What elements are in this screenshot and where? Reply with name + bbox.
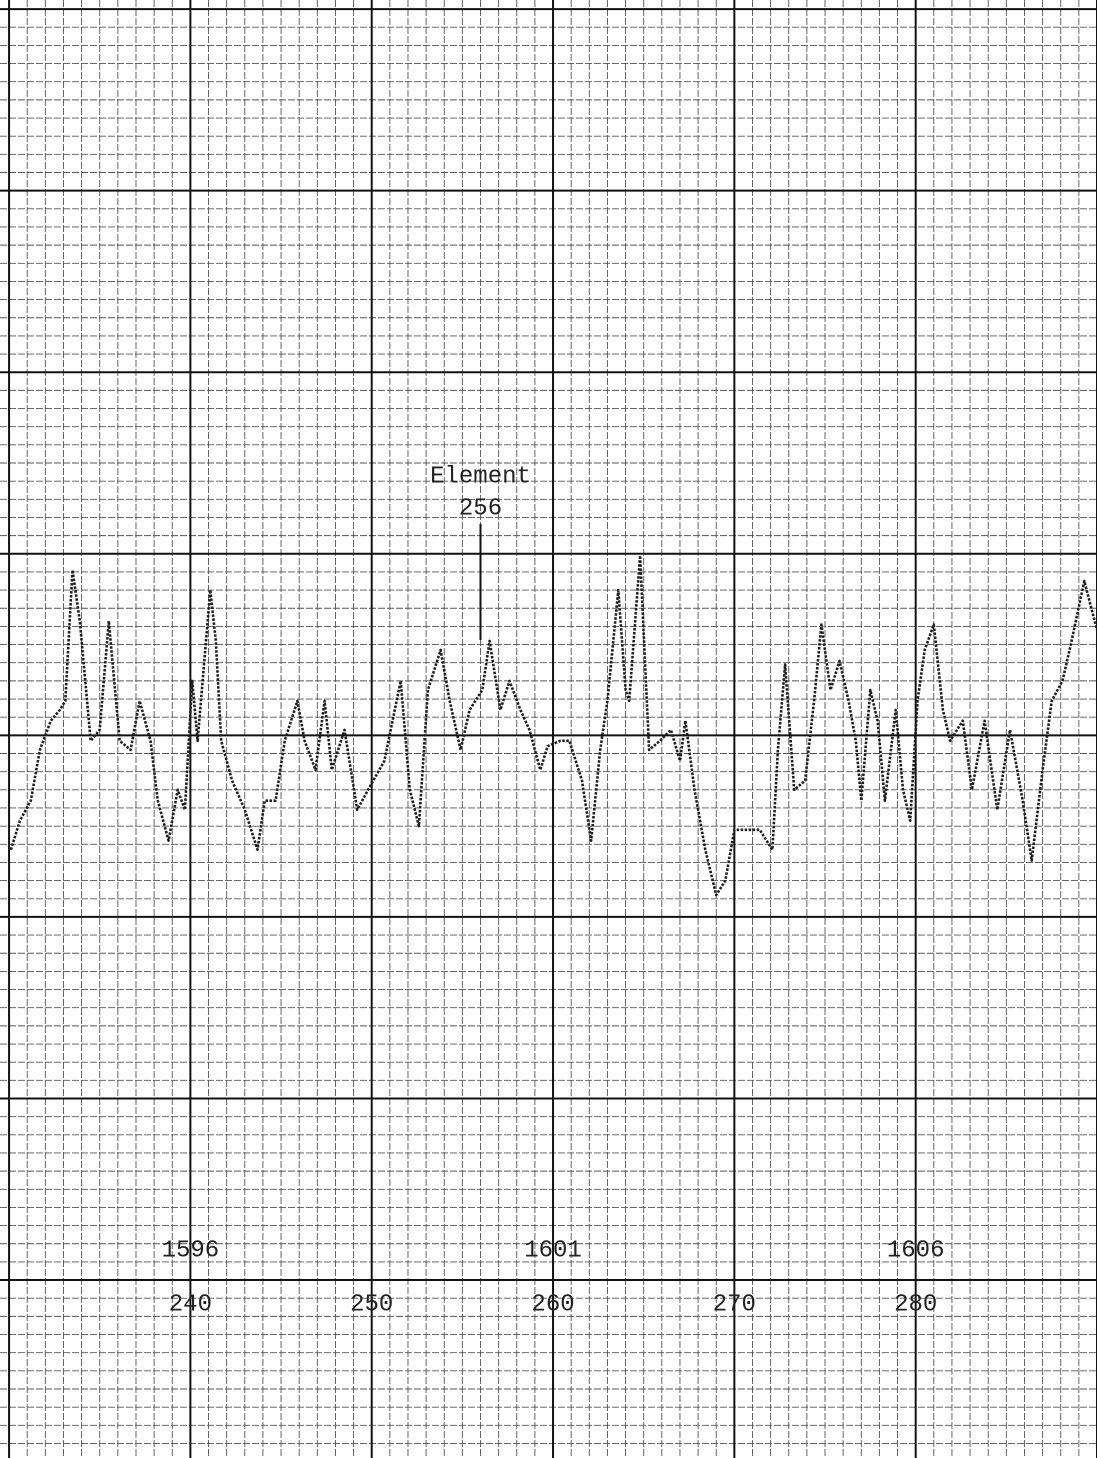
x2-tick-label: 1601	[524, 1237, 582, 1264]
data-line	[9, 554, 1097, 897]
plot: Element 256	[9, 463, 1097, 897]
x-tick-label: 280	[894, 1291, 937, 1318]
x-tick-label: 270	[713, 1291, 756, 1318]
x2-tick-label: 1596	[162, 1237, 220, 1264]
x2-tick-label: 1606	[887, 1237, 945, 1264]
x-tick-label: 240	[169, 1291, 212, 1318]
x-tick-label: 260	[531, 1291, 574, 1318]
annotation-text: 256	[459, 495, 502, 522]
annotation-text: Element	[430, 463, 531, 490]
axis: 240 250 260 270 280 1596 1601 1606	[162, 0, 945, 1458]
x-tick-label: 250	[350, 1291, 393, 1318]
